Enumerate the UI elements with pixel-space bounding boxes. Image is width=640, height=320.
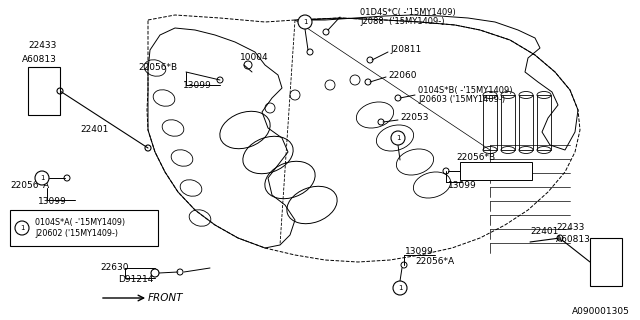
Text: 22401: 22401 — [530, 228, 558, 236]
Text: J2088  ('15MY1409-): J2088 ('15MY1409-) — [360, 18, 445, 27]
Text: A60813: A60813 — [22, 55, 57, 65]
Circle shape — [15, 221, 29, 235]
Bar — [483, 95, 497, 150]
Bar — [10, 210, 158, 246]
Bar — [28, 67, 60, 115]
Text: 13099: 13099 — [405, 247, 434, 257]
Bar — [519, 95, 533, 150]
Text: 22401: 22401 — [80, 125, 108, 134]
Text: A090001305: A090001305 — [572, 308, 630, 316]
Text: 22053: 22053 — [400, 114, 429, 123]
Text: 0104S*B( -'15MY1409): 0104S*B( -'15MY1409) — [418, 85, 513, 94]
Text: 13099: 13099 — [448, 181, 477, 190]
Circle shape — [391, 131, 405, 145]
Bar — [501, 95, 515, 150]
Text: 22433: 22433 — [28, 41, 56, 50]
Text: 1: 1 — [303, 19, 307, 25]
Text: 01D4S*C( -'15MY1409): 01D4S*C( -'15MY1409) — [360, 7, 456, 17]
Text: 22056*A: 22056*A — [10, 180, 49, 189]
Text: J20811: J20811 — [390, 45, 421, 54]
Text: 22433: 22433 — [556, 223, 584, 233]
Text: 1: 1 — [397, 285, 403, 291]
Bar — [460, 162, 532, 180]
Text: 1: 1 — [40, 175, 44, 181]
Text: 22056*B: 22056*B — [138, 63, 177, 73]
Text: 13099: 13099 — [183, 81, 212, 90]
Text: J20602 ('15MY1409-): J20602 ('15MY1409-) — [35, 229, 118, 238]
Text: J20603 ('15MY1409-): J20603 ('15MY1409-) — [418, 95, 505, 105]
Text: 22630: 22630 — [100, 263, 129, 273]
Text: 13099: 13099 — [38, 197, 67, 206]
Text: 0104S*A( -'15MY1409): 0104S*A( -'15MY1409) — [35, 218, 125, 227]
Text: 22056*B: 22056*B — [456, 154, 495, 163]
Circle shape — [393, 281, 407, 295]
Circle shape — [298, 15, 312, 29]
Circle shape — [35, 171, 49, 185]
Text: FRONT: FRONT — [148, 293, 184, 303]
Text: 10004: 10004 — [240, 52, 269, 61]
Bar — [537, 95, 551, 150]
Text: A60813: A60813 — [556, 236, 591, 244]
Text: 1: 1 — [20, 225, 24, 231]
Text: 22060: 22060 — [388, 70, 417, 79]
Text: D91214: D91214 — [118, 276, 154, 284]
Text: 22056*A: 22056*A — [415, 258, 454, 267]
Text: 1: 1 — [396, 135, 400, 141]
Bar — [590, 238, 622, 286]
